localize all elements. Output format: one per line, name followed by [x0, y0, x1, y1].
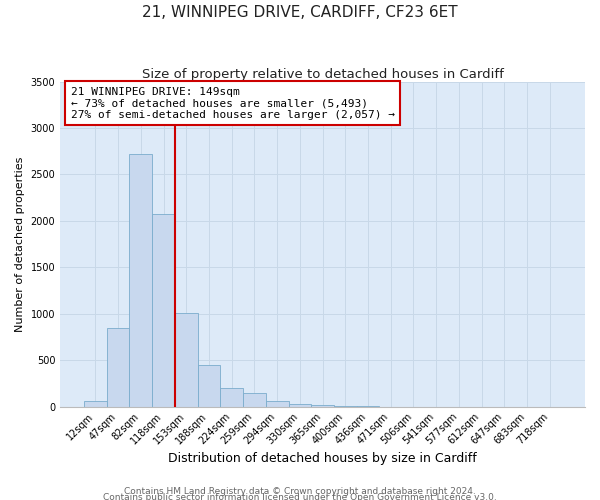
- Bar: [220, 388, 243, 406]
- Text: 21 WINNIPEG DRIVE: 149sqm
← 73% of detached houses are smaller (5,493)
27% of se: 21 WINNIPEG DRIVE: 149sqm ← 73% of detac…: [71, 86, 395, 120]
- Text: Contains public sector information licensed under the Open Government Licence v3: Contains public sector information licen…: [103, 492, 497, 500]
- Text: Contains HM Land Registry data © Crown copyright and database right 2024.: Contains HM Land Registry data © Crown c…: [124, 487, 476, 496]
- Text: 21, WINNIPEG DRIVE, CARDIFF, CF23 6ET: 21, WINNIPEG DRIVE, CARDIFF, CF23 6ET: [142, 5, 458, 20]
- Bar: [84, 402, 107, 406]
- Bar: [266, 402, 289, 406]
- Bar: [152, 214, 175, 406]
- Y-axis label: Number of detached properties: Number of detached properties: [15, 156, 25, 332]
- Title: Size of property relative to detached houses in Cardiff: Size of property relative to detached ho…: [142, 68, 503, 80]
- Bar: [243, 393, 266, 406]
- Bar: [130, 154, 152, 406]
- Bar: [289, 404, 311, 406]
- X-axis label: Distribution of detached houses by size in Cardiff: Distribution of detached houses by size …: [168, 452, 477, 465]
- Bar: [175, 313, 197, 406]
- Bar: [197, 365, 220, 406]
- Bar: [311, 404, 334, 406]
- Bar: [107, 328, 130, 406]
